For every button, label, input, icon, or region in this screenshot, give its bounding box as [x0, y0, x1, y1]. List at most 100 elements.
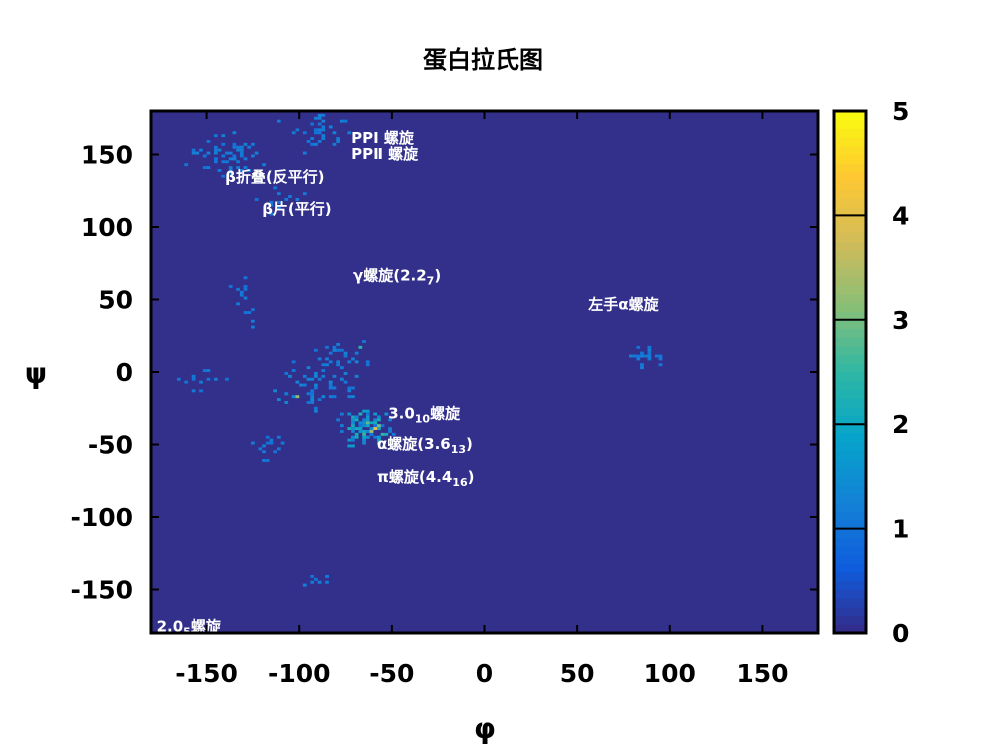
- heatmap-cell: [373, 424, 378, 428]
- colorbar-segment: [834, 459, 866, 469]
- heatmap-cell: [343, 351, 348, 355]
- heatmap-cell: [332, 386, 337, 390]
- heatmap-cell: [310, 137, 315, 140]
- heatmap-cell: [232, 142, 237, 146]
- heatmap-cell: [351, 438, 355, 442]
- colorbar-segment: [834, 328, 866, 338]
- heatmap-cell: [314, 116, 318, 120]
- heatmap-cell: [310, 580, 315, 584]
- y-tick-label: -50: [88, 431, 133, 460]
- heatmap-cell: [288, 374, 292, 378]
- heatmap-cell: [310, 395, 315, 399]
- colorbar-segment: [834, 476, 866, 486]
- colorbar-segment: [834, 111, 866, 121]
- heatmap-cell: [239, 169, 244, 172]
- heatmap-cell: [354, 427, 359, 430]
- heatmap-cell: [276, 119, 281, 123]
- heatmap-cell: [302, 383, 307, 387]
- heatmap-cell: [302, 151, 307, 155]
- heatmap-cell: [328, 125, 333, 129]
- heatmap-cell: [362, 441, 366, 445]
- heatmap-cell: [251, 308, 255, 312]
- heatmap-cell: [247, 169, 252, 172]
- heatmap-cell: [288, 195, 292, 198]
- heatmap-cell: [362, 435, 366, 439]
- colorbar-segment: [834, 380, 866, 390]
- x-tick-label: 100: [644, 659, 696, 688]
- heatmap-cell: [228, 166, 233, 169]
- y-tick-label: -100: [70, 503, 133, 532]
- heatmap-cell: [314, 383, 318, 387]
- heatmap-cell: [317, 357, 322, 361]
- colorbar-segment: [834, 232, 866, 243]
- heatmap-cell: [388, 427, 392, 430]
- heatmap-cell: [291, 360, 296, 364]
- colorbar-segment: [834, 406, 866, 417]
- heatmap-cell: [365, 435, 370, 439]
- heatmap-cell: [332, 395, 337, 399]
- colorbar-segment: [834, 615, 866, 625]
- heatmap-cell: [239, 290, 244, 294]
- heatmap-cell: [347, 412, 352, 416]
- heatmap-cell: [269, 441, 274, 445]
- heatmap-cell: [351, 418, 355, 422]
- heatmap-cell: [317, 398, 322, 401]
- heatmap-cell: [388, 430, 392, 433]
- heatmap-cell: [636, 357, 641, 361]
- heatmap-cell: [295, 395, 300, 399]
- colorbar-segment: [834, 485, 866, 495]
- colorbar-segment: [834, 258, 866, 269]
- heatmap-cell: [314, 142, 318, 146]
- heatmap-cell: [321, 119, 326, 123]
- y-tick-label: 50: [98, 286, 133, 315]
- heatmap-cell: [310, 142, 315, 146]
- heatmap-cell: [362, 438, 366, 442]
- heatmap-cell: [213, 145, 218, 149]
- heatmap-cell: [310, 398, 315, 401]
- heatmap-cell: [369, 427, 374, 430]
- heatmap-cell: [213, 151, 218, 155]
- heatmap-cell: [629, 354, 633, 358]
- heatmap-cell: [184, 163, 189, 167]
- heatmap-cell: [354, 374, 359, 378]
- heatmap-cell: [239, 293, 244, 297]
- heatmap-cell: [362, 340, 366, 343]
- heatmap-cell: [191, 377, 196, 381]
- region-annotation: γ螺旋(2.27): [353, 267, 441, 288]
- heatmap-cell: [351, 421, 355, 425]
- heatmap-cell: [347, 444, 352, 448]
- colorbar-tick-label: 5: [892, 97, 909, 126]
- heatmap-cell: [640, 363, 644, 367]
- heatmap-cell: [239, 154, 244, 158]
- heatmap-cell: [232, 157, 237, 161]
- heatmap-cell: [276, 192, 281, 196]
- heatmap-cell: [328, 386, 333, 390]
- heatmap-cell: [325, 357, 329, 361]
- heatmap-cell: [206, 140, 211, 143]
- colorbar-segment: [834, 163, 866, 173]
- heatmap-cell: [647, 357, 652, 361]
- heatmap-cell: [377, 415, 381, 419]
- heatmap-cell: [388, 418, 392, 422]
- heatmap-cell: [265, 435, 270, 439]
- heatmap-cell: [377, 418, 381, 422]
- heatmap-cell: [228, 151, 233, 155]
- heatmap-cell: [276, 447, 281, 451]
- heatmap-cell: [632, 354, 637, 358]
- heatmap-cell: [236, 148, 240, 152]
- colorbar-segment: [834, 519, 866, 530]
- colorbar-segment: [834, 432, 866, 443]
- heatmap-cell: [239, 145, 244, 149]
- heatmap-cell: [321, 137, 326, 140]
- heatmap-cell: [351, 386, 355, 390]
- heatmap-cell: [265, 441, 270, 445]
- heatmap-cell: [317, 580, 322, 584]
- colorbar-segment: [834, 502, 866, 512]
- colorbar-segment: [834, 563, 866, 573]
- heatmap-cell: [636, 345, 641, 349]
- heatmap-cell: [317, 113, 322, 117]
- y-tick-label: 150: [81, 141, 133, 170]
- colorbar-segment: [834, 128, 866, 138]
- heatmap-cell: [213, 134, 218, 138]
- colorbar-segment: [834, 180, 866, 190]
